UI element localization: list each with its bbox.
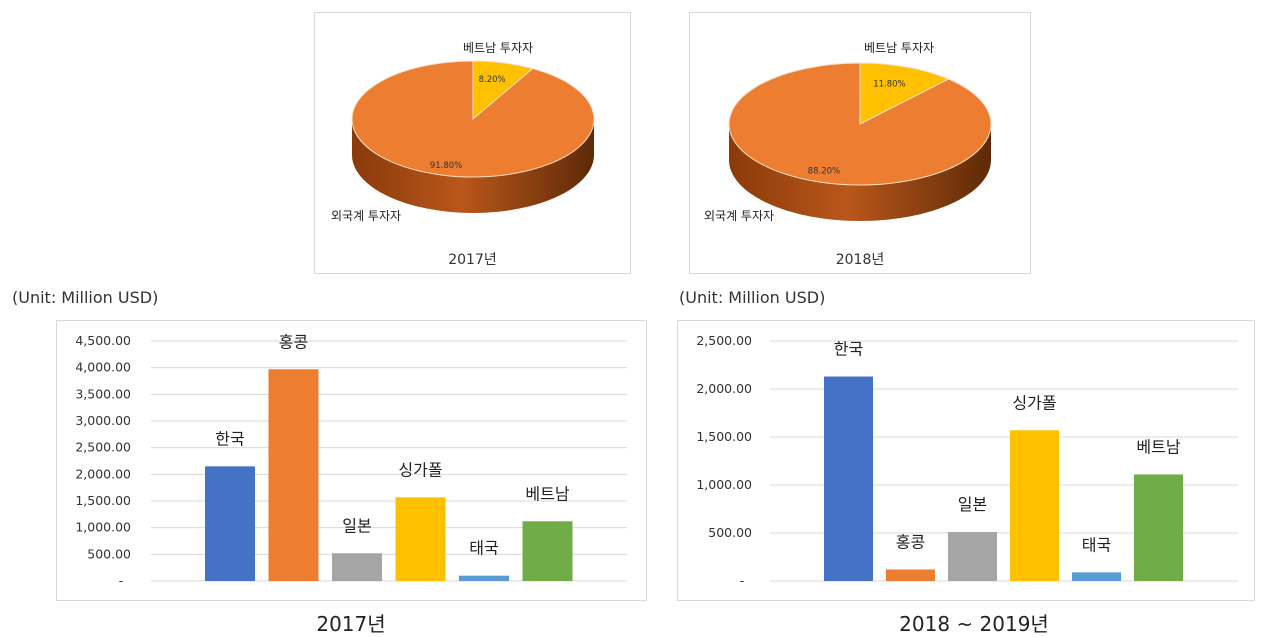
y-tick-label: 2,500.00 bbox=[696, 333, 752, 348]
caption-2017: 2017년 bbox=[316, 612, 386, 636]
caption-2018-2019: 2018 ~ 2019년 bbox=[899, 612, 1049, 636]
pie-label-foreign: 외국계 투자자 bbox=[331, 209, 402, 223]
y-tick-label: 2,000.00 bbox=[75, 466, 131, 481]
pie-slice-1 bbox=[351, 60, 595, 178]
bar-label-5: 베트남 bbox=[525, 484, 569, 503]
bar-5 bbox=[522, 521, 573, 581]
bar-label-1: 홍콩 bbox=[896, 532, 925, 551]
pie-label-foreign: 외국계 투자자 bbox=[704, 209, 775, 223]
y-tick-label: 1,500.00 bbox=[75, 493, 131, 508]
bar-0 bbox=[824, 376, 873, 581]
pie-svg-2018: 11.80% 88.20% bbox=[728, 62, 992, 221]
pie-label-vietnam: 베트남 투자자 bbox=[864, 41, 935, 55]
pie-value-label-1: 91.80% bbox=[430, 161, 462, 171]
bar-svg-2017: - 500.00 1,000.00 1,500.00 2,000.00 2,500.00 3… bbox=[75, 332, 627, 588]
y-tick-label: 2,500.00 bbox=[75, 440, 131, 455]
y-tick-label: 4,500.00 bbox=[75, 333, 131, 348]
bar-label-1: 홍콩 bbox=[279, 332, 308, 351]
pie-value-label-0: 11.80% bbox=[873, 80, 905, 90]
bar-4 bbox=[459, 575, 509, 581]
unit-label-2017: (Unit: Million USD) bbox=[12, 288, 159, 307]
bar-svg-2018-2019: - 500.00 1,000.00 1,500.00 2,000.00 2,500.00 한… bbox=[696, 333, 1238, 588]
y-tick-label: 500.00 bbox=[708, 525, 752, 540]
bar-2 bbox=[332, 553, 382, 581]
bar-2 bbox=[948, 532, 997, 581]
bar-0 bbox=[205, 466, 255, 581]
bar-chart-2017: - 500.00 1,000.00 1,500.00 2,000.00 2,500.00 3… bbox=[56, 320, 647, 601]
bar-1 bbox=[886, 569, 935, 581]
pie-chart-2017: 8.20% 91.80% 베트남 투자자 외국계 투자자 2017년 bbox=[314, 12, 631, 274]
bar-label-4: 태국 bbox=[469, 539, 498, 558]
pie-label-vietnam: 베트남 투자자 bbox=[463, 41, 534, 55]
bar-label-2: 일본 bbox=[958, 495, 987, 514]
bar-label-2: 일본 bbox=[342, 516, 371, 535]
pie-title: 2017년 bbox=[448, 252, 497, 268]
y-tick-label: 500.00 bbox=[87, 546, 131, 561]
pie-title: 2018년 bbox=[835, 252, 885, 268]
bar-chart-2018-2019: - 500.00 1,000.00 1,500.00 2,000.00 2,500.00 한… bbox=[677, 320, 1255, 601]
pie-value-label-0: 8.20% bbox=[479, 75, 506, 85]
pie-chart-2018: 11.80% 88.20% 베트남 투자자 외국계 투자자 2018년 bbox=[689, 12, 1031, 274]
pie-side bbox=[352, 119, 594, 213]
bar-label-0: 한국 bbox=[215, 429, 244, 448]
bar-label-5: 베트남 bbox=[1136, 437, 1180, 456]
bar-label-3: 싱가폴 bbox=[1012, 393, 1056, 412]
pie-slice-0 bbox=[859, 62, 950, 125]
pie-svg-2017: 8.20% 91.80% bbox=[351, 60, 595, 213]
bar-label-0: 한국 bbox=[834, 340, 863, 359]
bar-5 bbox=[1134, 474, 1183, 581]
bar-1 bbox=[268, 369, 319, 581]
y-tick-label: - bbox=[740, 573, 745, 588]
bar-3 bbox=[1010, 430, 1059, 581]
y-tick-label: 2,000.00 bbox=[696, 381, 752, 396]
y-tick-label: 1,000.00 bbox=[75, 520, 131, 535]
bar-4 bbox=[1072, 572, 1121, 581]
pie-value-label-1: 88.20% bbox=[808, 166, 840, 176]
pie-side bbox=[729, 124, 991, 221]
y-tick-label: 1,500.00 bbox=[696, 429, 752, 444]
bar-label-3: 싱가폴 bbox=[398, 460, 442, 479]
pie-slice-1 bbox=[728, 62, 992, 186]
y-tick-label: - bbox=[119, 573, 124, 588]
bar-label-4: 태국 bbox=[1082, 535, 1111, 554]
y-tick-label: 1,000.00 bbox=[696, 477, 752, 492]
y-tick-label: 3,500.00 bbox=[75, 386, 131, 401]
y-tick-label: 4,000.00 bbox=[75, 360, 131, 375]
y-tick-label: 3,000.00 bbox=[75, 413, 131, 428]
unit-label-2018: (Unit: Million USD) bbox=[679, 288, 826, 307]
bar-3 bbox=[395, 497, 446, 581]
